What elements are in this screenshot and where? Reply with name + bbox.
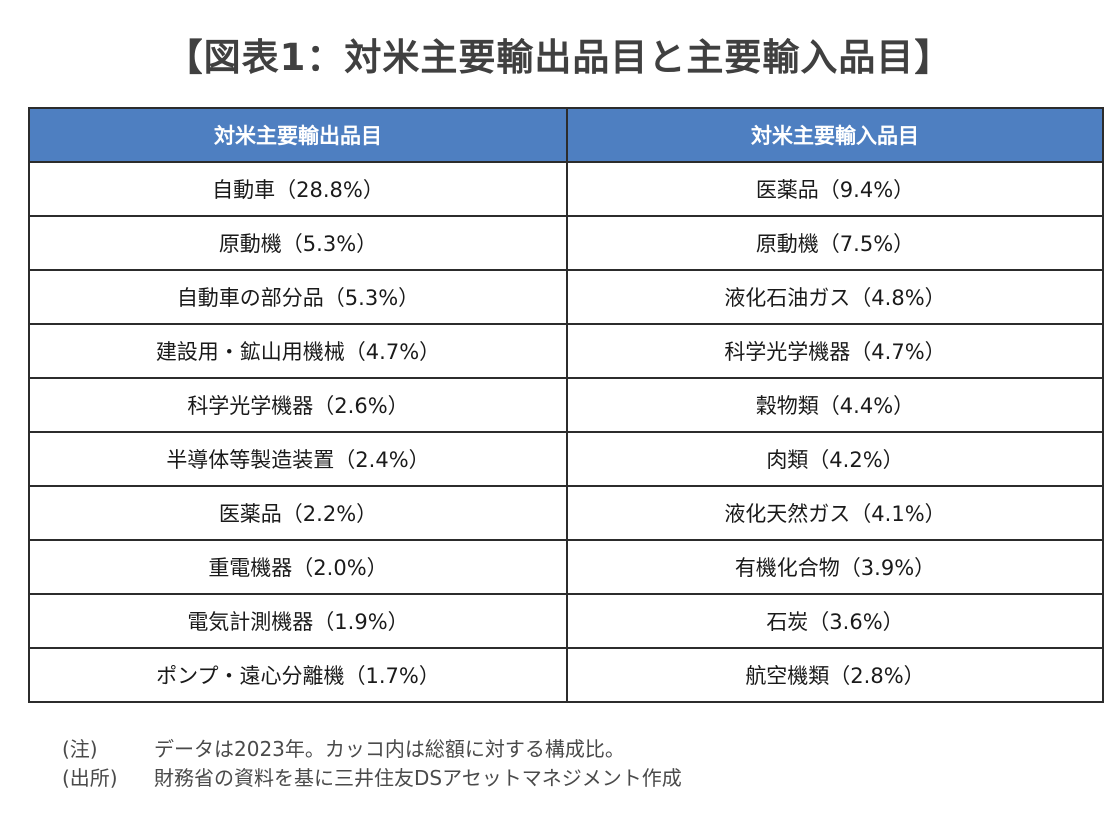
import-item-cell: 科学光学機器（4.7%） <box>566 323 1104 379</box>
export-item-cell: 電気計測機器（1.9%） <box>28 593 568 649</box>
import-item-cell: 液化天然ガス（4.1%） <box>566 485 1104 541</box>
import-item-cell: 肉類（4.2%） <box>566 431 1104 487</box>
table-row: 科学光学機器（2.6%） 穀物類（4.4%） <box>28 377 1104 433</box>
table-row: 自動車の部分品（5.3%） 液化石油ガス（4.8%） <box>28 269 1104 325</box>
header-export-items: 対米主要輸出品目 <box>28 107 568 163</box>
source-label: (出所) <box>62 766 118 790</box>
footnotes: (注) データは2023年。カッコ内は総額に対する構成比。 (出所) 財務省の資… <box>62 735 682 793</box>
figure-title: 【図表1：対米主要輸出品目と主要輸入品目】 <box>165 36 953 79</box>
table-row: ポンプ・遠心分離機（1.7%） 航空機類（2.8%） <box>28 647 1104 703</box>
export-item-cell: 科学光学機器（2.6%） <box>28 377 568 433</box>
export-item-cell: 原動機（5.3%） <box>28 215 568 271</box>
export-item-cell: 重電機器（2.0%） <box>28 539 568 595</box>
export-item-cell: 建設用・鉱山用機械（4.7%） <box>28 323 568 379</box>
table-row: 原動機（5.3%） 原動機（7.5%） <box>28 215 1104 271</box>
import-item-cell: 石炭（3.6%） <box>566 593 1104 649</box>
trade-items-table: 対米主要輸出品目 対米主要輸入品目 自動車（28.8%） 医薬品（9.4%） 原… <box>28 107 1104 703</box>
note-row: (注) データは2023年。カッコ内は総額に対する構成比。 <box>62 735 682 764</box>
source-row: (出所) 財務省の資料を基に三井住友DSアセットマネジメント作成 <box>62 764 682 793</box>
import-item-cell: 医薬品（9.4%） <box>566 161 1104 217</box>
export-item-cell: 半導体等製造装置（2.4%） <box>28 431 568 487</box>
note-label: (注) <box>62 737 98 761</box>
table-row: 電気計測機器（1.9%） 石炭（3.6%） <box>28 593 1104 649</box>
import-item-cell: 液化石油ガス（4.8%） <box>566 269 1104 325</box>
import-item-cell: 穀物類（4.4%） <box>566 377 1104 433</box>
note-text: データは2023年。カッコ内は総額に対する構成比。 <box>154 737 625 761</box>
source-text: 財務省の資料を基に三井住友DSアセットマネジメント作成 <box>154 766 682 790</box>
table-header-row: 対米主要輸出品目 対米主要輸入品目 <box>28 107 1104 163</box>
table-row: 自動車（28.8%） 医薬品（9.4%） <box>28 161 1104 217</box>
table-row: 医薬品（2.2%） 液化天然ガス（4.1%） <box>28 485 1104 541</box>
import-item-cell: 原動機（7.5%） <box>566 215 1104 271</box>
export-item-cell: 医薬品（2.2%） <box>28 485 568 541</box>
export-item-cell: 自動車（28.8%） <box>28 161 568 217</box>
table-row: 建設用・鉱山用機械（4.7%） 科学光学機器（4.7%） <box>28 323 1104 379</box>
header-import-items: 対米主要輸入品目 <box>566 107 1104 163</box>
export-item-cell: 自動車の部分品（5.3%） <box>28 269 568 325</box>
table-row: 重電機器（2.0%） 有機化合物（3.9%） <box>28 539 1104 595</box>
export-item-cell: ポンプ・遠心分離機（1.7%） <box>28 647 568 703</box>
import-item-cell: 航空機類（2.8%） <box>566 647 1104 703</box>
table-row: 半導体等製造装置（2.4%） 肉類（4.2%） <box>28 431 1104 487</box>
import-item-cell: 有機化合物（3.9%） <box>566 539 1104 595</box>
